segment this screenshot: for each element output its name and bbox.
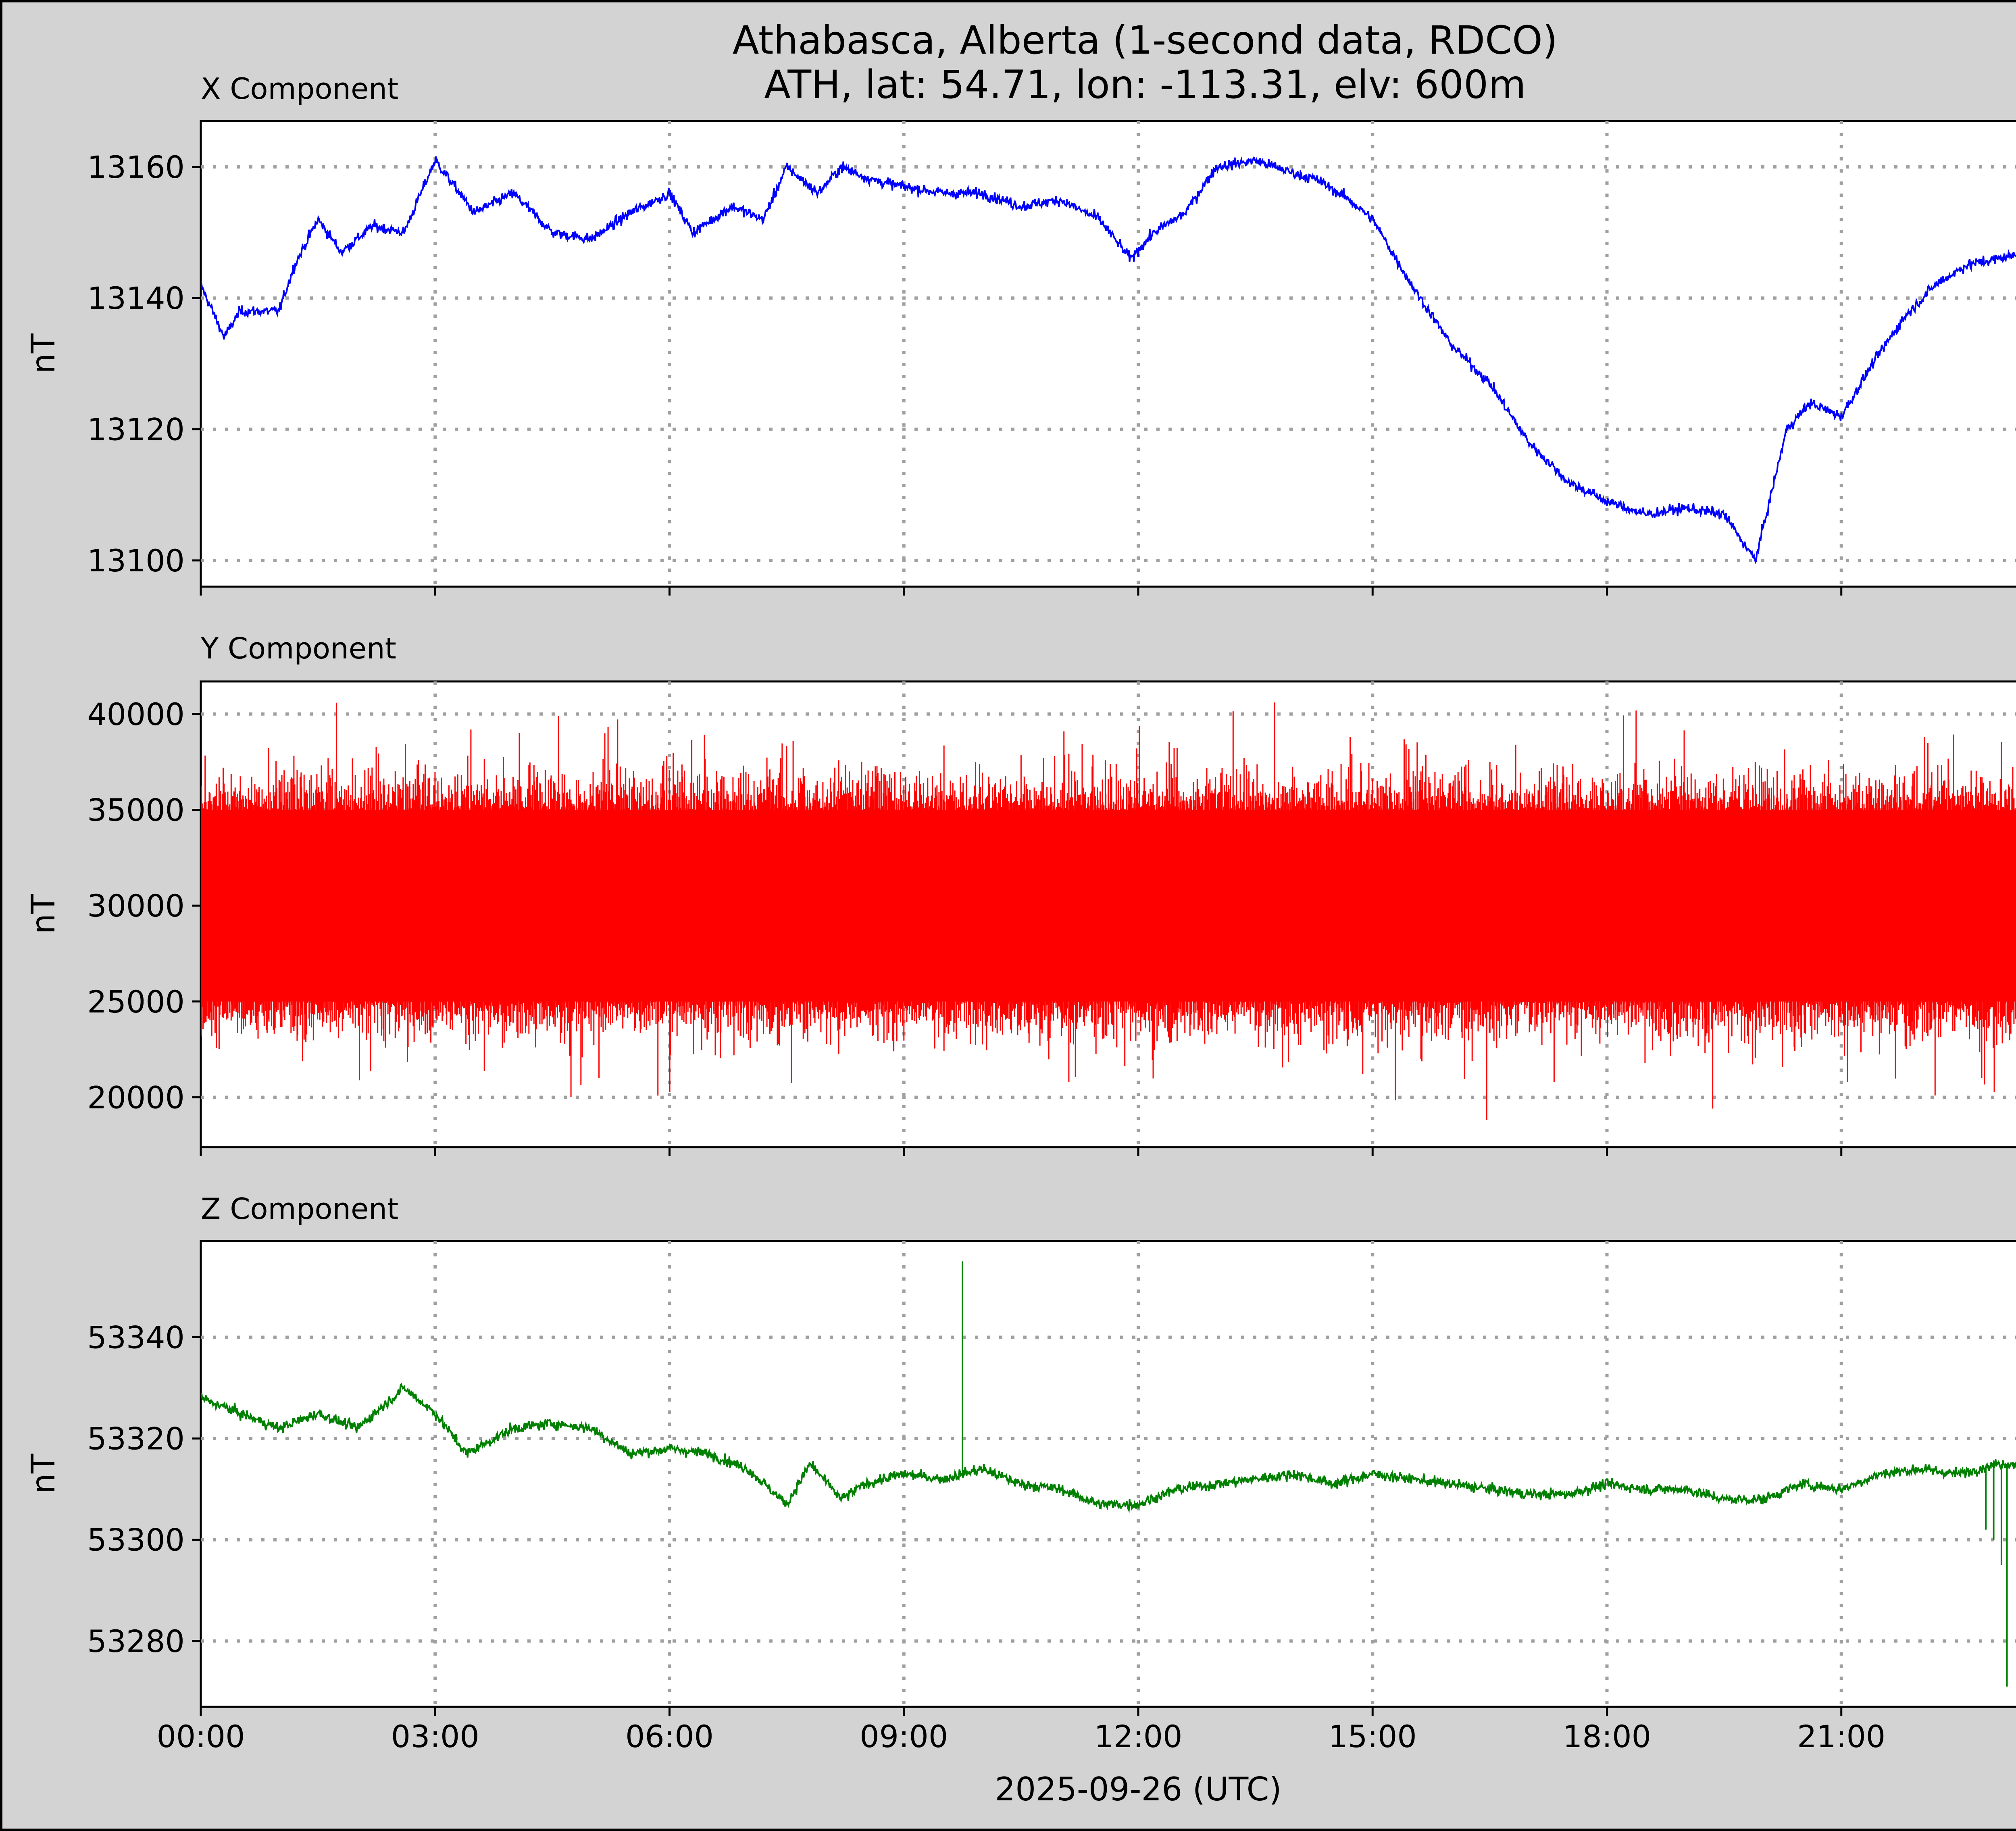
x-tick-label-4: 12:00 [1094,1719,1182,1754]
x-component-plot-area [200,120,2016,588]
z-component-ytick-label-3: 53340 [87,1320,185,1356]
z-component-panel: Z Component 53280 53300 53320 53340 00:00 03… [25,1192,2016,1754]
y-component-ytick-label-2: 30000 [87,888,185,924]
x-tick-label-5: 15:00 [1329,1719,1417,1754]
x-component-ytick-label-3: 13160 [87,149,185,185]
x-tick-label-7: 21:00 [1797,1719,1885,1754]
y-component-ytick-label-4: 40000 [87,696,185,732]
x-component-ylabel: nT [25,333,62,374]
z-component-ylabel: nT [25,1453,62,1494]
z-component-ytick-label-2: 53320 [87,1421,185,1457]
y-component-ytick-label-0: 20000 [87,1079,185,1115]
y-component-label: Y Component [200,631,396,665]
x-tick-label-1: 03:00 [391,1719,479,1754]
chart-title: Athabasca, Alberta (1-second data, RDCO) [733,18,1558,63]
y-component-series-spikes [201,702,2016,1120]
y-component-ylabel: nT [25,894,62,934]
z-component-plot-area [200,1240,2016,1708]
z-component-ytick-label-1: 53300 [87,1522,185,1558]
x-component-ytick-label-1: 13120 [87,412,185,448]
x-tick-label-6: 18:00 [1563,1719,1651,1754]
y-component-ytick-label-3: 35000 [87,792,185,828]
x-component-panel: X Component 13100 13120 13140 13160 nT [25,72,2016,596]
x-tick-label-0: 00:00 [156,1719,245,1754]
x-component-series-line [201,156,2016,564]
x-tick-label-2: 06:00 [625,1719,714,1754]
chart-subtitle: ATH, lat: 54.71, lon: -113.31, elv: 600m [764,62,1526,107]
x-component-ytick-label-2: 13140 [87,280,185,316]
x-tick-label-3: 09:00 [860,1719,948,1754]
z-component-label: Z Component [201,1192,398,1226]
x-axis-label: 2025-09-26 (UTC) [995,1771,1281,1808]
x-component-ytick-label-0: 13100 [87,543,185,579]
z-component-series-line [201,1382,2016,1513]
y-component-ytick-label-1: 25000 [87,984,185,1020]
x-component-label: X Component [201,72,398,106]
y-component-panel: Y Component 20000 25000 30000 35000 40000 nT [25,631,2016,1156]
z-component-ytick-label-0: 53280 [87,1623,185,1659]
